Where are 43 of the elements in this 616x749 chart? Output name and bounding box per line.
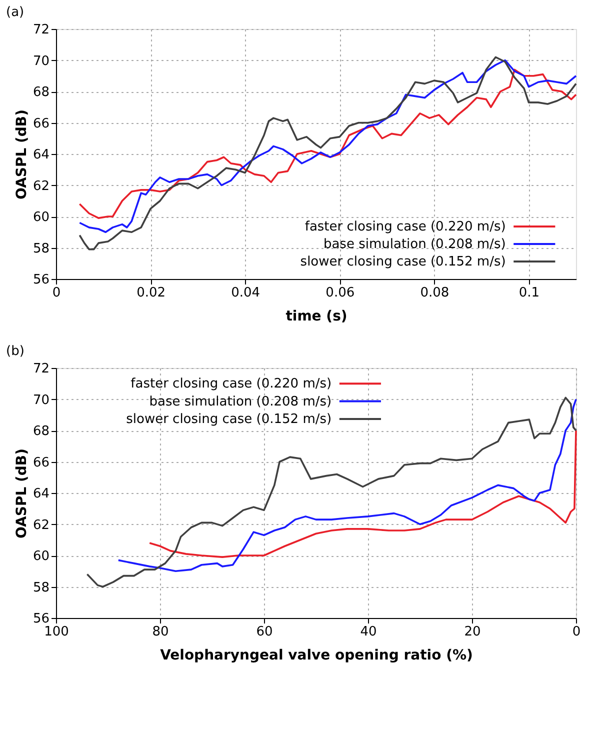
y-tick-label: 58 (32, 580, 50, 596)
y-tick-label: 64 (32, 486, 50, 502)
y-tick-label: 66 (32, 116, 50, 132)
y-tick-label: 68 (32, 424, 50, 439)
y-axis-title: OASPL (dB) (14, 110, 30, 200)
y-tick-label: 62 (32, 518, 50, 533)
x-tick-label: 40 (360, 624, 377, 640)
x-tick-label: 0.08 (420, 286, 450, 300)
legend-label: base simulation (0.208 m/s) (323, 237, 506, 252)
y-tick-label: 68 (32, 85, 50, 100)
y-tick-label: 72 (32, 362, 50, 376)
y-tick-label: 56 (32, 272, 50, 288)
x-axis-title: Velopharyngeal valve opening ratio (%) (160, 648, 473, 664)
x-tick-label: 80 (152, 624, 169, 640)
x-tick-label: 0.02 (136, 286, 166, 300)
y-tick-label: 70 (32, 392, 50, 408)
y-tick-label: 58 (32, 241, 50, 256)
y-tick-label: 56 (32, 612, 50, 626)
x-tick-label: 20 (464, 624, 481, 640)
text: (a) (6, 5, 24, 20)
y-tick-label: 60 (32, 210, 50, 225)
text: (b) (6, 344, 24, 359)
y-tick-label: 72 (32, 22, 50, 38)
y-axis-title: OASPL (dB) (14, 448, 30, 538)
y-tick-label: 64 (32, 148, 50, 162)
x-tick-label: 0.1 (518, 286, 540, 300)
y-tick-label: 70 (32, 54, 50, 69)
legend-label: slower closing case (0.152 m/s) (126, 412, 332, 427)
legend-label: slower closing case (0.152 m/s) (300, 254, 506, 270)
x-tick-label: 0 (52, 286, 61, 300)
x-tick-label: 0 (572, 624, 581, 640)
x-axis-title: time (s) (286, 308, 348, 324)
y-tick-label: 66 (32, 455, 50, 470)
legend-label: base simulation (0.208 m/s) (149, 394, 332, 410)
y-tick-label: 62 (32, 178, 50, 194)
y-tick-label: 60 (32, 549, 50, 564)
x-tick-label: 60 (256, 624, 273, 640)
x-tick-label: 0.04 (231, 286, 260, 300)
line-series (148, 430, 577, 558)
legend-label: faster closing case (0.220 m/s) (130, 376, 332, 392)
x-tick-label: 100 (44, 624, 69, 640)
legend-label: faster closing case (0.220 m/s) (304, 220, 506, 234)
x-tick-label: 0.06 (326, 286, 355, 300)
